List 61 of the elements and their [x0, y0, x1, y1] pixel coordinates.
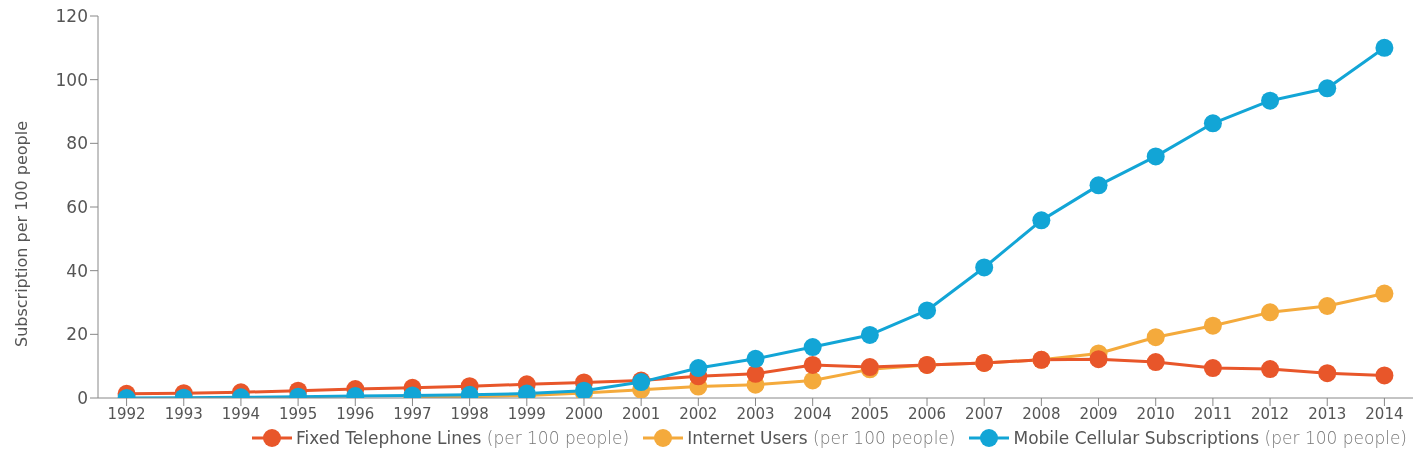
point	[1089, 176, 1108, 195]
point	[1146, 353, 1165, 372]
x-tick-label: 2009	[1079, 404, 1118, 423]
x-tick-label: 1997	[393, 404, 432, 423]
y-axis-title: Subscription per 100 people	[11, 120, 31, 347]
point	[1261, 360, 1280, 379]
point	[1318, 364, 1337, 383]
x-tick-label: 1994	[221, 404, 261, 423]
x-tick-label: 2013	[1308, 404, 1347, 423]
x-tick-label: 1999	[507, 404, 546, 423]
point	[1146, 328, 1165, 347]
legend-label: Mobile Cellular Subscriptions (per 100 people)	[1013, 428, 1407, 448]
point	[1375, 38, 1394, 57]
x-tick-label: 2002	[679, 404, 718, 423]
point	[1203, 316, 1222, 335]
point	[918, 301, 937, 320]
point	[803, 338, 822, 357]
point	[1203, 359, 1222, 378]
x-tick-label: 2012	[1250, 404, 1290, 423]
x-tick-label: 2007	[965, 404, 1004, 423]
y-tick-label: 100	[55, 69, 88, 90]
x-tick-label: 2005	[850, 404, 889, 423]
point	[1261, 91, 1280, 110]
y-tick-label: 40	[66, 260, 88, 281]
point	[1318, 79, 1337, 98]
point	[746, 349, 765, 368]
x-tick-label: 2008	[1022, 404, 1061, 423]
x-tick-label: 2001	[622, 404, 661, 423]
x-tick-label: 1992	[107, 404, 146, 423]
point	[803, 371, 822, 390]
point	[803, 355, 822, 374]
point	[1032, 211, 1051, 230]
x-tick-label: 2006	[907, 404, 947, 423]
y-tick-label: 60	[66, 197, 88, 218]
y-tick-label: 120	[55, 6, 88, 27]
y-tick-label: 20	[66, 324, 88, 345]
x-tick-label: 1995	[279, 404, 318, 423]
x-tick-label: 2000	[564, 404, 604, 423]
point	[1203, 114, 1222, 133]
point	[689, 359, 708, 378]
point	[1261, 303, 1280, 322]
point	[1146, 147, 1165, 166]
point	[746, 364, 765, 383]
point	[975, 258, 994, 277]
x-tick-label: 2011	[1193, 404, 1232, 423]
point	[1375, 366, 1394, 385]
x-tick-label: 2010	[1136, 404, 1175, 423]
point	[860, 325, 879, 344]
point	[1318, 297, 1337, 315]
x-tick-label: 1993	[164, 404, 203, 423]
x-tick-label: 2003	[736, 404, 775, 423]
x-tick-label: 1998	[450, 404, 489, 423]
x-tick-label: 2014	[1365, 404, 1404, 423]
x-tick-label: 2004	[793, 404, 832, 423]
legend-label: Internet Users (per 100 people)	[687, 428, 956, 448]
y-tick-label: 0	[77, 388, 88, 409]
legend-label: Fixed Telephone Lines (per 100 people)	[295, 428, 630, 448]
point	[1375, 284, 1394, 303]
y-tick-label: 80	[66, 133, 88, 154]
point	[1089, 350, 1108, 369]
x-tick-label: 1996	[336, 404, 375, 423]
